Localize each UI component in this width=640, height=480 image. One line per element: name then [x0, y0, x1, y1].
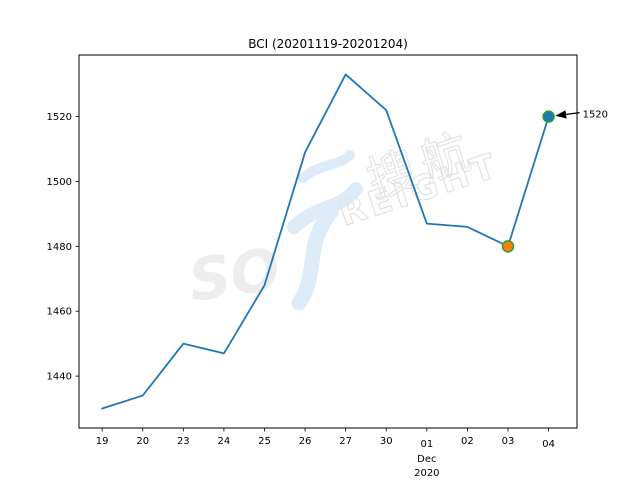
watermark-swoosh-icon	[298, 150, 355, 183]
y-axis: 1440 1460 1480 1500 1520	[47, 112, 79, 383]
annotation-arrow	[555, 110, 580, 119]
x-tick-label: 27	[339, 436, 352, 447]
highlight-point	[501, 240, 515, 253]
x-tick-label: 01	[420, 439, 433, 450]
x-tick-label: 20	[136, 436, 149, 447]
x-tick-label: 19	[96, 436, 109, 447]
x-tick-label: 02	[461, 436, 474, 447]
highlight-point	[542, 110, 555, 123]
x-tick-label: 03	[502, 436, 515, 447]
chart-title: BCI (20201119-20201204)	[248, 37, 408, 51]
watermark: SO REIGHT 搜航	[184, 121, 504, 315]
watermark-swoosh-icon	[287, 182, 363, 234]
annotation: 1520	[555, 110, 608, 121]
x-tick-label: 24	[218, 436, 231, 447]
line-series	[101, 73, 555, 410]
x-tick-label: 23	[177, 436, 190, 447]
x-tick-label: 30	[380, 436, 393, 447]
y-tick-label: 1480	[47, 242, 72, 253]
watermark-so-text: SO	[184, 235, 284, 315]
watermark-swoosh-icon	[291, 204, 339, 311]
axes-frame	[78, 54, 578, 429]
x-tick-label: 04	[542, 439, 555, 450]
x-axis: 19 20 23 24 25 26 27 30 01 02 03 04 Dec 2020	[96, 428, 555, 479]
y-tick-label: 1520	[47, 112, 72, 123]
y-tick-label: 1500	[47, 177, 72, 188]
annotation-label: 1520	[583, 110, 608, 121]
bci-line	[101, 73, 550, 410]
y-tick-label: 1460	[47, 307, 72, 318]
x-tick-label: 26	[299, 436, 312, 447]
y-tick-label: 1440	[47, 372, 72, 383]
x-month-label: Dec	[417, 454, 436, 465]
x-year-label: 2020	[414, 468, 439, 479]
x-tick-label: 25	[258, 436, 271, 447]
